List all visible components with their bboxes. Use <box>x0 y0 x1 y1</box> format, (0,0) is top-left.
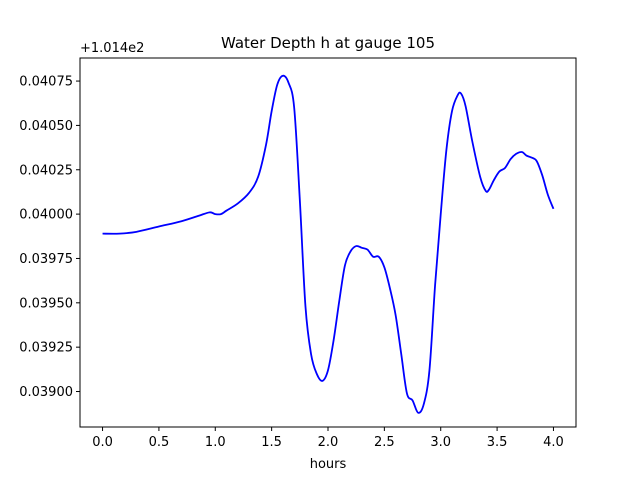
x-tick-label: 1.5 <box>261 435 282 450</box>
x-tick-label: 3.5 <box>487 435 508 450</box>
y-tick-label: 0.03950 <box>19 296 73 311</box>
series-line-0 <box>102 74 555 414</box>
y-tick-label: 0.04025 <box>19 163 73 178</box>
y-tick-label: 0.04000 <box>19 208 73 223</box>
x-axis-ticks: 0.0 0.5 1.0 1.5 2.0 2.5 3.0 3.5 4.0 <box>92 427 564 450</box>
x-tick-label: 2.0 <box>318 435 339 450</box>
y-tick-label: 0.04075 <box>19 75 73 90</box>
x-axis-label: hours <box>310 457 347 472</box>
series-layer <box>102 74 555 414</box>
y-tick-label: 0.03975 <box>19 252 73 267</box>
x-tick-label: 3.0 <box>430 435 451 450</box>
y-tick-label: 0.03925 <box>19 341 73 356</box>
y-offset-label: +1.014e2 <box>80 41 144 56</box>
x-tick-label: 0.0 <box>92 435 113 450</box>
y-tick-label: 0.03900 <box>19 385 73 400</box>
x-tick-label: 1.0 <box>205 435 226 450</box>
chart-title: Water Depth h at gauge 105 <box>221 34 435 52</box>
y-tick-label: 0.04050 <box>19 119 73 134</box>
x-tick-label: 0.5 <box>149 435 170 450</box>
x-tick-label: 2.5 <box>374 435 395 450</box>
x-tick-label: 4.0 <box>543 435 564 450</box>
y-axis-ticks: 0.03900 0.03925 0.03950 0.03975 0.04000 0.040… <box>19 75 80 400</box>
